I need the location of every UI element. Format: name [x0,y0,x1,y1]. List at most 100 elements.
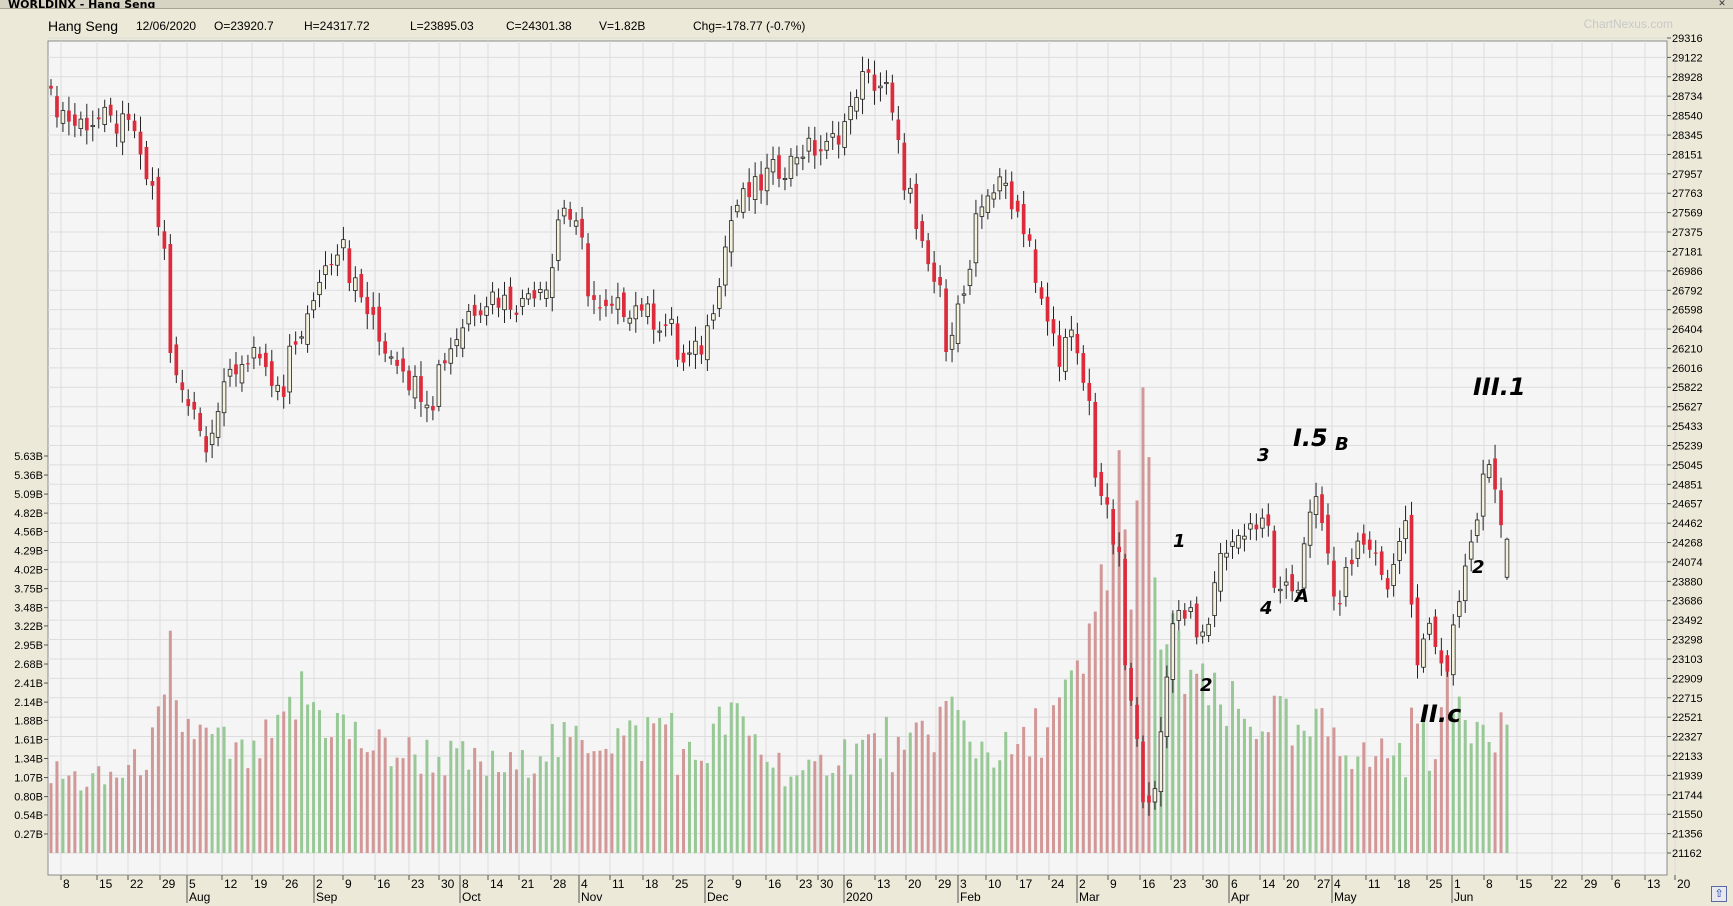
candle-body[interactable] [1367,539,1372,550]
candle-body[interactable] [1332,560,1336,597]
candle-body[interactable] [1326,514,1330,554]
candle-body[interactable] [1129,667,1133,701]
candle-body[interactable] [526,293,531,300]
candle-body[interactable] [347,248,352,284]
candle-body[interactable] [293,341,298,345]
candle-body[interactable] [138,131,143,155]
candle-body[interactable] [878,85,883,89]
candle-body[interactable] [770,159,776,173]
candle-body[interactable] [592,295,596,300]
candle-body[interactable] [1355,540,1361,559]
candle-body[interactable] [926,240,931,265]
candle-body[interactable] [502,294,507,311]
candle-body[interactable] [544,289,549,299]
candle-body[interactable] [454,339,460,347]
candle-body[interactable] [436,364,442,407]
candle-body[interactable] [180,382,185,391]
candle-body[interactable] [365,296,370,315]
scroll-up-icon[interactable]: ⇧ [1711,886,1727,902]
candle-body[interactable] [1152,788,1158,803]
candle-body[interactable] [496,297,501,308]
candle-body[interactable] [221,381,227,414]
candle-body[interactable] [1206,623,1211,636]
candle-body[interactable] [1135,704,1139,740]
candle-body[interactable] [67,110,71,122]
candle-body[interactable] [687,352,692,355]
candle-body[interactable] [663,324,668,326]
candle-body[interactable] [920,221,925,242]
candle-body[interactable] [896,119,901,141]
candle-body[interactable] [1361,533,1366,545]
candle-body[interactable] [90,125,96,128]
candle-body[interactable] [1081,353,1086,383]
candle-body[interactable] [1504,538,1510,578]
candle-body[interactable] [610,303,614,306]
candle-body[interactable] [168,244,173,353]
candle-body[interactable] [144,146,149,180]
candle-body[interactable] [848,105,853,121]
candle-body[interactable] [788,155,794,179]
candle-body[interactable] [645,303,650,317]
candle-body[interactable] [890,82,895,113]
candle-body[interactable] [1266,514,1271,526]
candle-body[interactable] [1350,559,1354,565]
candle-body[interactable] [114,123,119,134]
candle-body[interactable] [902,142,907,191]
candle-body[interactable] [442,360,447,364]
candle-body[interactable] [323,265,328,276]
candle-body[interactable] [949,334,955,350]
candle-body[interactable] [1421,638,1426,668]
candle-body[interactable] [419,376,423,402]
candle-body[interactable] [1063,337,1068,372]
candle-body[interactable] [651,303,656,330]
candle-body[interactable] [1218,552,1223,592]
candle-body[interactable] [944,288,948,353]
candle-body[interactable] [484,306,489,316]
candle-body[interactable] [383,341,388,354]
candle-body[interactable] [938,277,942,286]
candle-body[interactable] [1283,581,1289,586]
candle-body[interactable] [490,291,495,305]
candle-body[interactable] [561,207,567,217]
candle-body[interactable] [532,290,537,299]
candle-body[interactable] [872,74,877,91]
candle-body[interactable] [1230,541,1235,547]
candle-body[interactable] [1248,523,1253,530]
candle-body[interactable] [227,368,233,377]
candle-body[interactable] [759,174,763,191]
candle-body[interactable] [341,239,346,249]
candle-body[interactable] [1027,234,1032,241]
candle-body[interactable] [395,359,399,366]
candle-body[interactable] [1123,558,1127,666]
candle-body[interactable] [1451,624,1456,676]
candle-body[interactable] [854,97,859,112]
candle-body[interactable] [1242,535,1247,540]
candle-body[interactable] [1486,464,1492,479]
candle-body[interactable] [598,307,602,309]
candle-body[interactable] [1462,565,1468,602]
candle-body[interactable] [669,318,674,324]
candle-body[interactable] [842,121,847,148]
candle-body[interactable] [764,167,770,192]
candle-body[interactable] [1188,607,1193,612]
candle-body[interactable] [263,352,268,368]
candle-body[interactable] [234,364,238,375]
candle-body[interactable] [1194,603,1199,638]
candle-body[interactable] [162,231,167,249]
candle-body[interactable] [955,303,961,344]
candle-body[interactable] [275,384,281,392]
candle-body[interactable] [317,281,322,296]
candle-body[interactable] [1272,530,1277,588]
candle-body[interactable] [884,82,889,85]
candle-body[interactable] [747,182,752,198]
candle-body[interactable] [186,399,191,407]
candle-body[interactable] [1212,582,1217,616]
candle-body[interactable] [717,286,722,309]
candle-body[interactable] [1379,551,1384,575]
candle-body[interactable] [985,195,991,213]
candle-body[interactable] [1385,578,1390,590]
candle-body[interactable] [580,218,584,238]
candle-body[interactable] [734,204,740,213]
candle-body[interactable] [377,306,382,342]
